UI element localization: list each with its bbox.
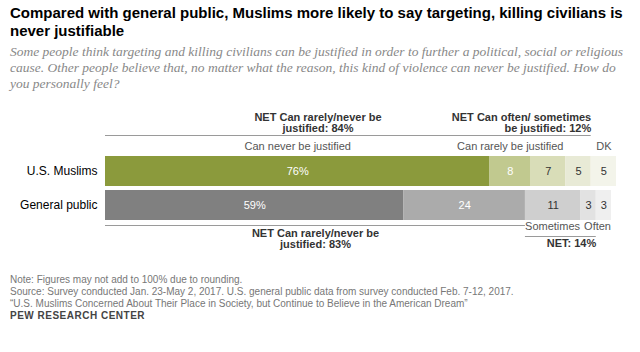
svg-text:76%: 76%: [287, 165, 309, 177]
svg-text:5: 5: [601, 165, 607, 177]
svg-text:7: 7: [545, 165, 551, 177]
html-text:Note: Figures may not add to 1: Note: Figures may not add to 100% due to…: [10, 274, 243, 285]
svg-text:24: 24: [459, 199, 471, 211]
html-text:Source: Survey conducted Jan.: Source: Survey conducted Jan. 23-May 2, …: [10, 286, 514, 297]
svg-text:U.S. Muslims: U.S. Muslims: [27, 164, 98, 178]
html-text:Compared with general public,: Compared with general public, Muslims mo…: [10, 4, 623, 39]
svg-text:5: 5: [575, 165, 581, 177]
svg-text:Can rarely be justified: Can rarely be justified: [457, 140, 563, 152]
svg-text:NET Can rarely/never bejustifi: NET Can rarely/never bejustified: 84%: [254, 111, 381, 134]
html-text:“U.S. Muslims Concerned About: “U.S. Muslims Concerned About Their Plac…: [10, 298, 468, 309]
svg-text:NET Can rarely/never bejustifi: NET Can rarely/never bejustified: 83%: [252, 227, 379, 250]
html-text:PEW RESEARCH CENTER: PEW RESEARCH CENTER: [10, 310, 146, 321]
svg-text:Sometimes: Sometimes: [525, 220, 581, 232]
svg-text:General public: General public: [20, 198, 97, 212]
svg-text:DK: DK: [596, 140, 612, 152]
svg-text:NET Can often/ sometimesbe jus: NET Can often/ sometimesbe justified: 12…: [452, 111, 592, 134]
svg-text:3: 3: [586, 199, 592, 211]
svg-text:11: 11: [548, 199, 559, 211]
svg-text:59%: 59%: [244, 199, 266, 211]
svg-text:Often: Often: [584, 220, 611, 232]
svg-text:8: 8: [507, 165, 513, 177]
html-text:Some people think targeting an: Some people think targeting and killing …: [10, 44, 624, 91]
svg-text:3: 3: [601, 199, 607, 211]
svg-text:Can never be justified: Can never be justified: [245, 140, 351, 152]
svg-text:NET: 14%: NET: 14%: [547, 237, 597, 249]
